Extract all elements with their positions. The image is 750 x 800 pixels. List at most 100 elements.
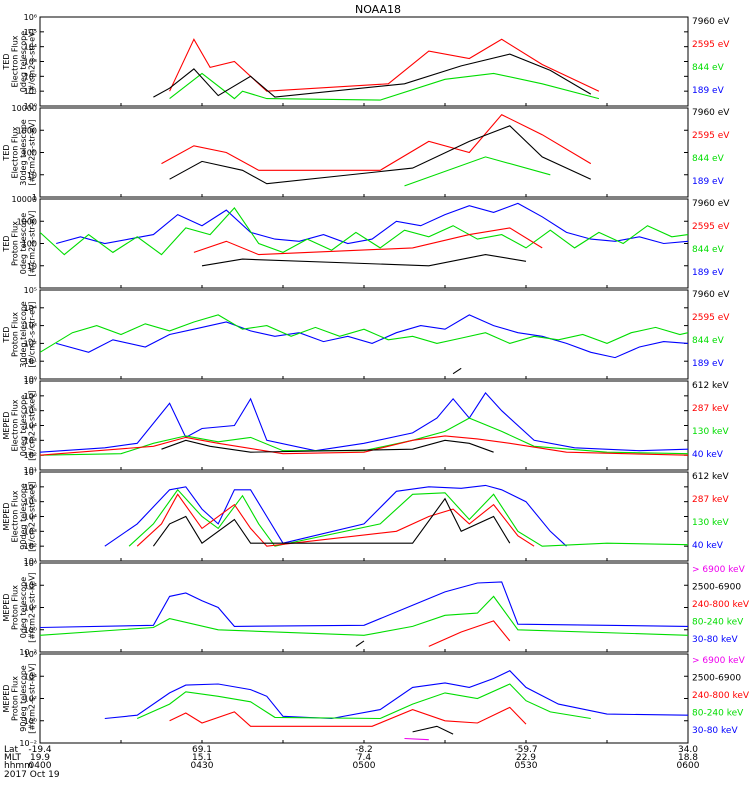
- y-tick-label: 10⁻²: [19, 648, 37, 657]
- y-tick-label: 10⁵: [24, 407, 37, 416]
- panel-1: 10⁰ 10¹ 10² 10³ 10⁴ 10⁵ 10⁶ TED Electron Flux 0de…: [2, 13, 730, 111]
- y-axis-label: TED: [2, 144, 11, 161]
- legend-entry: 30-80 keV: [692, 635, 738, 645]
- legend-entry: 40 keV: [692, 541, 724, 551]
- y-tick-label: 10⁵: [24, 286, 37, 295]
- y-tick-label: 10⁶: [24, 13, 37, 22]
- series-line-2595-ev: [193, 227, 543, 256]
- y-axis-label: MEPED: [2, 503, 11, 531]
- panel-4: 10⁰ 10¹ 10² 10³ 10⁴ 10⁵ TED Proton Flux 30deg te…: [2, 286, 730, 384]
- y-tick-label: 10⁴: [24, 513, 37, 522]
- panel-frame: [39, 653, 689, 744]
- y-axis-label: 0deg telescope: [19, 395, 28, 456]
- y-tick-label: 10¹: [24, 557, 37, 566]
- panel-8: 10⁻² 10⁰ 10² 10⁴ 10⁶ MEPED Proton Flux 90deg te…: [2, 650, 750, 748]
- series-line-2500-6900: [355, 640, 365, 647]
- panel-frame: [39, 289, 689, 380]
- y-axis-label: Electron Flux: [11, 35, 20, 87]
- y-axis-label: Proton Flux: [11, 676, 20, 721]
- legend-entry: 7960 eV: [692, 290, 730, 300]
- y-axis-label: [#/cm2-s-str-keV]: [28, 390, 37, 461]
- legend-entry: > 6900 keV: [692, 565, 746, 575]
- y-tick-label: 10³: [24, 436, 37, 445]
- series-line-844-ev: [39, 207, 689, 256]
- legend-entry: 40 keV: [692, 450, 724, 460]
- series-line-240-800-kev: [169, 706, 527, 727]
- y-tick-label: 10⁷: [24, 468, 37, 477]
- y-axis-label: TED: [2, 326, 11, 343]
- legend-entry: 30-80 keV: [692, 726, 738, 736]
- panel-5: 10¹ 10² 10³ 10⁴ 10⁵ 10⁶ 10⁷ MEPED Electron Flux 0…: [2, 377, 729, 475]
- legend-entry: 2500-6900: [692, 583, 741, 593]
- legend-entry: 7960 eV: [692, 108, 730, 118]
- series-line-2595-ev: [161, 114, 592, 171]
- y-tick-label: 10⁰: [24, 626, 37, 635]
- y-axis-label: Proton Flux: [11, 585, 20, 630]
- y-tick-label: 100: [22, 240, 37, 249]
- y-axis-label: [#/cm2-s-str-eV]: [28, 301, 37, 367]
- legend-entry: 7960 eV: [692, 199, 730, 209]
- chart-title: NOAA18: [355, 3, 401, 16]
- y-axis-label: TED: [2, 235, 11, 252]
- x-axis-row-label: hhmm: [4, 761, 33, 771]
- legend-entry: 844 eV: [692, 154, 725, 164]
- y-axis-label: 90deg telescope: [19, 483, 28, 550]
- y-tick-label: 10: [27, 262, 37, 271]
- y-axis-label: Proton Flux: [11, 312, 20, 357]
- panel-7: 10⁻² 10⁰ 10² 10⁴ 10⁶ MEPED Proton Flux 0deg tel…: [2, 559, 750, 657]
- series-line-844-ev: [39, 314, 689, 353]
- y-tick-label: 10²: [24, 451, 37, 460]
- series-line-40-kev: [39, 392, 689, 453]
- series-line-7960-ev: [153, 53, 592, 98]
- y-axis-label: Electron Flux: [11, 126, 20, 178]
- legend-entry: > 6900 keV: [692, 656, 746, 666]
- legend-entry: 130 keV: [692, 427, 729, 437]
- y-axis-label: [#/cm2-s-str-keV]: [28, 572, 37, 643]
- legend-entry: 240-800 keV: [692, 691, 750, 701]
- y-axis-label: [#/cm2-s-str-keV]: [28, 481, 37, 552]
- series-line-7960-ev: [169, 125, 592, 185]
- y-tick-label: 10⁵: [24, 28, 37, 37]
- series-line-2500-6900: [412, 725, 454, 735]
- y-tick-label: 10³: [24, 322, 37, 331]
- legend-entry: 2595 eV: [692, 222, 730, 232]
- x-axis-value: 0400: [29, 761, 52, 771]
- series-line-80-240-kev: [39, 595, 689, 636]
- series-line-287-kev: [39, 435, 689, 456]
- y-tick-label: 10⁴: [24, 43, 37, 52]
- y-tick-label: 10⁴: [24, 422, 37, 431]
- y-tick-label: 1: [32, 193, 37, 202]
- x-axis-row-label: MLT: [4, 753, 22, 763]
- series-line-7960-ev: [452, 367, 462, 375]
- legend-entry: 844 eV: [692, 63, 725, 73]
- y-axis-label: 30deg telescope: [19, 119, 28, 186]
- legend-entry: 189 eV: [692, 359, 725, 369]
- y-axis-label: 0deg telescope: [19, 213, 28, 274]
- legend-entry: 612 keV: [692, 381, 729, 391]
- y-tick-label: 10²: [24, 72, 37, 81]
- panel-frame: [39, 16, 689, 107]
- y-tick-label: 10⁻²: [19, 739, 37, 748]
- series-line-30-80-kev: [104, 670, 689, 720]
- legend-entry: 2595 eV: [692, 40, 730, 50]
- y-tick-label: 10000: [12, 104, 37, 113]
- series-line-287-kev: [136, 493, 535, 547]
- y-tick-label: 1000: [17, 217, 37, 226]
- y-axis-label: 30deg telescope: [19, 301, 28, 368]
- legend-entry: 2595 eV: [692, 313, 730, 323]
- y-tick-label: 10²: [24, 542, 37, 551]
- series-line-189-ev: [56, 314, 689, 359]
- y-tick-label: 10⁴: [24, 304, 37, 313]
- y-axis-label: MEPED: [2, 412, 11, 440]
- x-axis-value: -8.2: [355, 745, 373, 755]
- y-tick-label: 100: [22, 149, 37, 158]
- x-axis-value: 18.8: [678, 753, 698, 763]
- series-line-612-kev: [152, 497, 511, 547]
- panel-6: 10¹ 10² 10³ 10⁴ 10⁵ 10⁶ 10⁷ MEPED Electron Flux 9…: [2, 468, 729, 566]
- panel-frame: [39, 471, 689, 562]
- legend-entry: 287 keV: [692, 404, 729, 414]
- series-line-80-240-kev: [136, 683, 591, 720]
- x-axis-value: 22.9: [516, 753, 536, 763]
- y-axis-label: 90deg telescope: [19, 665, 28, 732]
